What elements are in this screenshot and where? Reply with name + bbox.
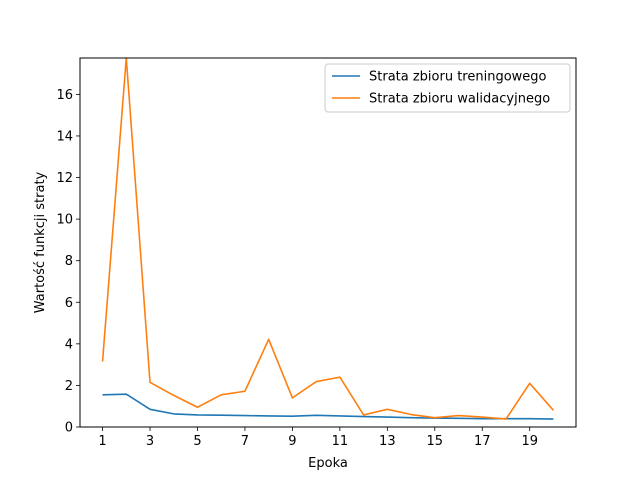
y-tick-label: 2 (65, 379, 73, 394)
x-axis: 1 3 5 7 9 11 13 15 17 19 (98, 427, 538, 449)
series-line-1 (101, 57, 555, 420)
legend-label-train: Strata zbioru treningowego (369, 70, 547, 85)
series-layer (101, 57, 555, 420)
legend: Strata zbioru treningowego Strata zbioru… (324, 63, 571, 113)
y-axis: 0 2 4 6 8 10 12 14 16 (56, 88, 80, 436)
y-tick-label: 16 (56, 88, 73, 103)
y-tick-label: 8 (65, 254, 73, 269)
y-tick-label: 14 (56, 129, 73, 144)
x-tick-label: 5 (193, 434, 201, 449)
plot-frame (79, 57, 577, 428)
y-tick-label: 6 (65, 296, 73, 311)
x-tick-label: 9 (288, 434, 296, 449)
x-tick-label: 17 (474, 434, 491, 449)
x-tick-label: 19 (521, 434, 538, 449)
x-tick-label: 11 (332, 434, 349, 449)
legend-box (324, 63, 571, 113)
x-tick-label: 1 (98, 434, 106, 449)
y-tick-label: 12 (56, 171, 73, 186)
y-tick-label: 4 (65, 337, 73, 352)
legend-label-val: Strata zbioru walidacyjnego (369, 92, 550, 107)
x-tick-label: 13 (379, 434, 396, 449)
x-tick-label: 3 (146, 434, 154, 449)
x-axis-label: Epoka (308, 456, 348, 471)
series-line-0 (102, 393, 554, 420)
y-tick-label: 10 (56, 213, 73, 228)
x-tick-label: 7 (241, 434, 249, 449)
x-tick-label: 15 (427, 434, 444, 449)
y-axis-label: Wartość funkcji straty (33, 171, 48, 313)
y-tick-label: 0 (65, 421, 73, 436)
